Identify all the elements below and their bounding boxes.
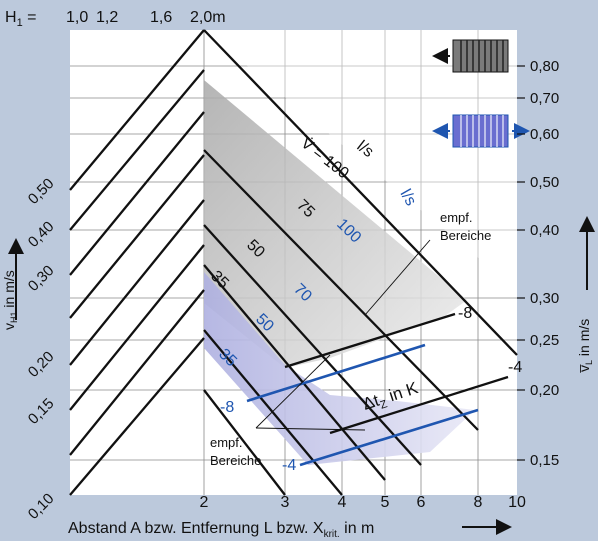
flow-unit-blue: l/s bbox=[397, 187, 420, 209]
height-line-2-0 bbox=[69, 29, 205, 191]
dt-line-blue--4 bbox=[299, 408, 479, 467]
flow-lines bbox=[203, 29, 518, 496]
right-tick-060: 0,60 bbox=[530, 126, 559, 143]
left-axis: 0,50 0,40 0,30 0,20 0,15 0,10 bbox=[25, 175, 58, 523]
left-tick-020: 0,20 bbox=[25, 348, 58, 381]
annotation-upper-line1: empf. bbox=[440, 210, 473, 225]
flow-line-35-black bbox=[203, 264, 386, 481]
dt-value-black--4: -4 bbox=[508, 359, 522, 376]
height-line-1-6 bbox=[69, 69, 205, 231]
right-tick-050: 0,50 bbox=[530, 174, 559, 191]
annotation-lower-line2: Bereiche bbox=[210, 453, 261, 468]
height-line-0-8 bbox=[69, 337, 205, 496]
leader-lower-b bbox=[255, 427, 366, 431]
left-tick-015: 0,15 bbox=[25, 395, 58, 428]
height-line-1-1 bbox=[69, 199, 205, 366]
right-tick-025: 0,25 bbox=[530, 332, 559, 349]
right-axis: 0,80 0,70 0,60 0,50 0,40 0,30 0,25 0,20 … bbox=[517, 58, 559, 469]
top-value-1-2: 1,2 bbox=[96, 9, 118, 26]
flow-line-20-black bbox=[203, 389, 286, 496]
x-axis-title: Abstand A bzw. Entfernung L bzw. Xkrit. … bbox=[68, 520, 374, 540]
flow-line-100-black bbox=[203, 29, 518, 356]
x-tick-4: 4 bbox=[338, 494, 347, 511]
left-tick-040: 0,40 bbox=[25, 218, 58, 251]
left-tick-030: 0,30 bbox=[25, 262, 58, 295]
x-tick-2: 2 bbox=[200, 494, 209, 511]
dt-line-black--8 bbox=[284, 312, 456, 369]
top-value-1-0: 1,0 bbox=[66, 9, 88, 26]
right-tick-070: 0,70 bbox=[530, 90, 559, 107]
top-axis: H1 = 1,0 1,2 1,6 2,0m bbox=[5, 9, 226, 29]
svg-text:vH1 in m/s: vH1 in m/s bbox=[1, 270, 19, 330]
left-axis-title: vH1 in m/s bbox=[1, 270, 19, 330]
right-axis-title: v̅L in m/s bbox=[576, 319, 594, 374]
right-tick-020: 0,20 bbox=[530, 382, 559, 399]
top-value-2-0m: 2,0m bbox=[190, 9, 226, 26]
annotation-lower-line1: empf. bbox=[210, 435, 243, 450]
x-tick-5: 5 bbox=[381, 494, 390, 511]
right-tick-015: 0,15 bbox=[530, 452, 559, 469]
flow-line-28-black bbox=[203, 329, 343, 496]
x-tick-6: 6 bbox=[417, 494, 426, 511]
x-tick-8: 8 bbox=[474, 494, 483, 511]
leader-lower-a bbox=[255, 354, 331, 429]
height-line-1-0 bbox=[69, 244, 205, 411]
height-line-1-2 bbox=[69, 154, 205, 319]
left-tick-050: 0,50 bbox=[25, 175, 58, 208]
height-line-0-9 bbox=[69, 289, 205, 456]
x-axis: 2 3 4 5 6 8 10 bbox=[200, 494, 526, 511]
dt-value-blue--8: -8 bbox=[220, 399, 234, 416]
recommended-range-black bbox=[204, 80, 467, 368]
annotation-lower: empf. Bereiche bbox=[210, 435, 261, 468]
top-label-h1: H1 = bbox=[5, 9, 36, 29]
annotation-leaders bbox=[255, 239, 431, 431]
leader-upper bbox=[364, 239, 431, 316]
top-value-1-6: 1,6 bbox=[150, 9, 172, 26]
recommended-range-blue bbox=[204, 272, 475, 465]
dt-line-black--4 bbox=[329, 375, 509, 435]
x-tick-3: 3 bbox=[281, 494, 290, 511]
right-tick-080: 0,80 bbox=[530, 58, 559, 75]
right-tick-030: 0,30 bbox=[530, 290, 559, 307]
dt-lines-blue bbox=[246, 343, 479, 467]
annotation-upper: empf. Bereiche bbox=[440, 210, 491, 243]
flow-line-75-black bbox=[203, 149, 479, 431]
height-line-1-4 bbox=[69, 111, 205, 276]
outlet-icon-black bbox=[432, 39, 509, 73]
flow-line-50-black bbox=[203, 224, 422, 466]
upper-triangle bbox=[204, 30, 517, 290]
svg-text:v̅L in m/s: v̅L in m/s bbox=[576, 319, 594, 374]
dt-value-black--8: -8 bbox=[458, 305, 472, 322]
outlet-icon-blue bbox=[432, 114, 530, 148]
right-tick-040: 0,40 bbox=[530, 222, 559, 239]
annotation-upper-line2: Bereiche bbox=[440, 228, 491, 243]
dt-value-blue--4: -4 bbox=[282, 457, 296, 474]
x-tick-10: 10 bbox=[508, 494, 526, 511]
dt-line-blue--8 bbox=[246, 343, 426, 403]
height-lines bbox=[69, 29, 205, 496]
dt-lines-black bbox=[284, 312, 509, 435]
left-tick-010: 0,10 bbox=[25, 490, 58, 523]
